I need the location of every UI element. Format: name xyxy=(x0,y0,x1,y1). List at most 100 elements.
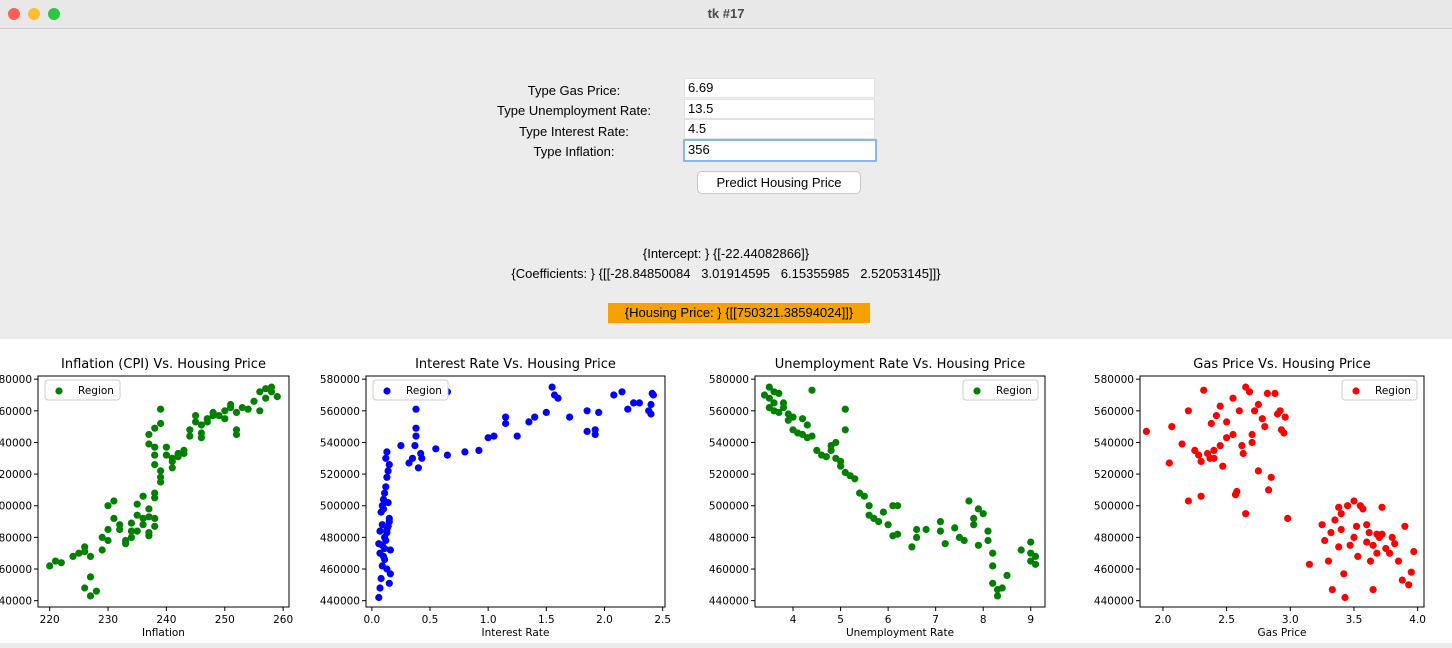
x-tick-label: 2.0 xyxy=(1155,614,1172,626)
data-point xyxy=(86,592,95,600)
data-point xyxy=(998,584,1006,592)
data-point xyxy=(1184,407,1192,415)
data-point xyxy=(157,419,165,428)
data-point xyxy=(162,451,170,459)
y-tick-label: 80000 xyxy=(0,532,32,544)
data-point xyxy=(813,446,821,454)
inflation-vs-price-chart: Inflation (CPI) Vs. Housing Price 40000 60… xyxy=(0,357,293,639)
data-point xyxy=(979,510,987,518)
data-point xyxy=(1305,560,1313,568)
data-point xyxy=(1321,536,1329,545)
y-tick-label: 520000 xyxy=(709,469,749,481)
data-point xyxy=(174,453,182,461)
data-point xyxy=(894,530,902,538)
data-point xyxy=(1346,541,1354,549)
data-point xyxy=(75,549,83,557)
data-point xyxy=(984,536,992,545)
data-point xyxy=(1239,449,1247,458)
data-point xyxy=(1165,459,1173,467)
data-point xyxy=(397,442,405,450)
legend-marker xyxy=(1352,387,1360,395)
data-point xyxy=(595,408,603,416)
data-point xyxy=(382,483,390,491)
x-tick-label: 6 xyxy=(885,614,892,626)
data-point xyxy=(376,584,384,592)
y-tick-label: 580000 xyxy=(709,374,749,386)
data-point xyxy=(168,457,176,465)
data-point xyxy=(1394,557,1403,565)
y-tick-label: 40000 xyxy=(0,437,32,449)
y-tick-label: 520000 xyxy=(320,469,360,481)
data-point xyxy=(837,462,845,470)
data-point xyxy=(1142,427,1150,435)
data-point xyxy=(960,536,968,545)
chart-title: Gas Price Vs. Housing Price xyxy=(1193,357,1370,372)
y-tick-label: 440000 xyxy=(320,596,360,608)
data-point xyxy=(1267,473,1275,481)
data-point xyxy=(139,514,147,522)
data-point xyxy=(98,546,106,554)
data-point xyxy=(635,399,644,407)
y-tick-label: 00000 xyxy=(0,501,32,513)
data-point xyxy=(411,442,419,450)
data-point xyxy=(974,505,983,513)
data-point xyxy=(86,573,95,581)
data-point xyxy=(1365,529,1373,537)
data-point xyxy=(151,451,159,459)
legend-box xyxy=(372,379,449,401)
data-point xyxy=(624,405,632,413)
data-point xyxy=(1210,454,1218,462)
data-point xyxy=(875,518,883,526)
data-point xyxy=(1200,386,1208,394)
data-point xyxy=(232,408,241,416)
x-tick-label: 1.0 xyxy=(480,614,497,626)
unemployment-rate-input[interactable]: 13.5 xyxy=(684,99,875,119)
data-point xyxy=(461,448,469,456)
data-point xyxy=(127,519,135,527)
y-tick-label: 520000 xyxy=(1094,469,1134,481)
y-tick-label: 20000 xyxy=(0,469,32,481)
data-point xyxy=(1263,389,1271,397)
data-point xyxy=(865,502,873,510)
data-point xyxy=(591,430,599,439)
data-point xyxy=(798,415,807,423)
chart-title: Interest Rate Vs. Housing Price xyxy=(415,357,616,372)
x-tick-label: 2.5 xyxy=(654,614,671,626)
data-point xyxy=(970,514,978,522)
data-point xyxy=(1235,407,1243,415)
data-point xyxy=(1031,552,1040,560)
data-point xyxy=(531,413,539,421)
data-point xyxy=(81,543,89,551)
close-window-button[interactable] xyxy=(8,8,20,20)
y-tick-label: 540000 xyxy=(320,437,360,449)
inflation-input[interactable]: 356 xyxy=(683,139,877,162)
data-point xyxy=(1233,487,1241,496)
data-point xyxy=(1324,557,1333,565)
data-point xyxy=(203,418,211,426)
zoom-window-button[interactable] xyxy=(48,8,60,20)
minimize-window-button[interactable] xyxy=(28,8,40,20)
x-tick-label: 2.5 xyxy=(1218,614,1235,626)
data-point xyxy=(1366,557,1375,565)
unemployment-rate-label: Type Unemployment Rate: xyxy=(497,103,651,118)
y-tick-label: 60000 xyxy=(0,564,32,576)
data-point xyxy=(974,541,983,549)
x-tick-label: 220 xyxy=(40,614,60,626)
data-point xyxy=(168,464,176,472)
data-point xyxy=(1340,570,1348,578)
window-title: tk #17 xyxy=(707,6,745,21)
data-point xyxy=(879,508,888,516)
data-point xyxy=(618,388,626,396)
data-point xyxy=(1318,521,1326,529)
data-point xyxy=(1027,538,1035,546)
interest-rate-input[interactable]: 4.5 xyxy=(684,119,875,139)
gas-price-input[interactable]: 6.69 xyxy=(684,78,875,98)
data-point xyxy=(197,421,205,429)
predict-housing-price-button[interactable]: Predict Housing Price xyxy=(697,171,861,194)
legend-label: Region xyxy=(996,385,1032,397)
data-point xyxy=(993,592,1002,600)
data-point xyxy=(765,383,773,391)
title-bar: tk #17 xyxy=(0,0,1452,29)
data-point xyxy=(1254,467,1262,475)
data-point xyxy=(1219,462,1227,470)
